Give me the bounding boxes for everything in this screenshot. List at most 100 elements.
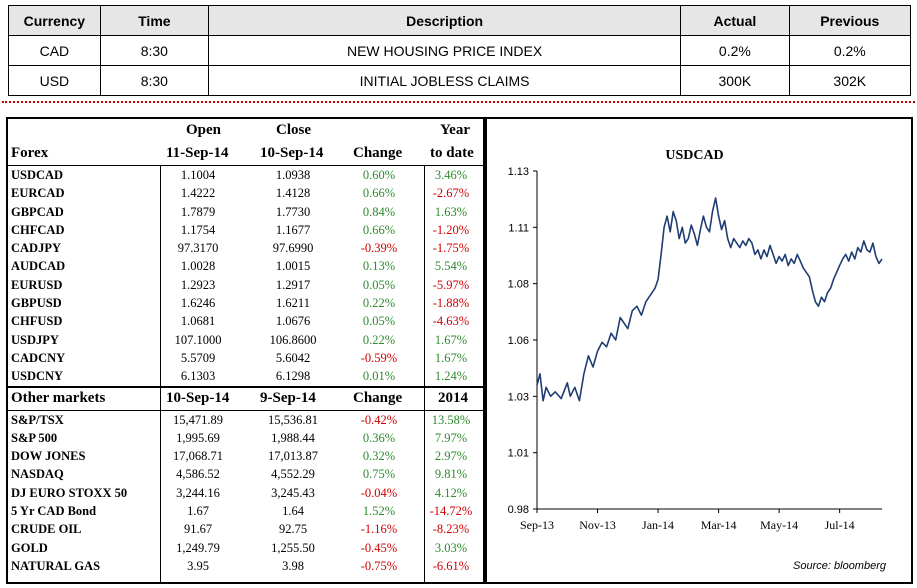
column-divider [424, 165, 425, 582]
value-cell: 1.1677 [275, 222, 311, 237]
other-markets-title: Other markets [11, 389, 106, 406]
header-description: Description [207, 5, 682, 36]
ytd-cell: 5.54% [434, 259, 468, 274]
instrument-name: CADCNY [11, 350, 66, 365]
header-previous: Previous [788, 5, 912, 36]
table-row: CHFCAD 1.1754 1.1677 0.66% -1.20% [8, 221, 483, 239]
other-markets-rows: S&P/TSX 15,471.89 15,536.81 -0.42% 13.58% S&P… [8, 411, 483, 576]
x-tick-label: Sep-13 [520, 518, 554, 532]
change-cell: 0.36% [362, 430, 396, 445]
y-tick-label: 1.11 [508, 222, 529, 234]
instrument-name: EURUSD [11, 277, 63, 292]
instrument-name: USDJPY [11, 332, 59, 347]
table-row: CHFUSD 1.0681 1.0676 0.05% -4.63% [8, 312, 483, 330]
instrument-name: NATURAL GAS [11, 558, 101, 573]
value-cell: 1.64 [282, 504, 304, 519]
currency-cell: USD [8, 65, 101, 96]
y-tick-label: 1.06 [508, 335, 529, 347]
instrument-name: USDCAD [11, 168, 64, 182]
ytd-cell: 9.81% [434, 467, 468, 482]
value-cell: 91.67 [183, 522, 213, 537]
value-cell: 15,471.89 [173, 412, 223, 427]
chart-title: USDCAD [665, 148, 723, 163]
value-cell: 1.7730 [275, 204, 311, 219]
ytd-cell: -8.23% [432, 522, 470, 537]
value-cell: 1.7879 [180, 204, 216, 219]
y-tick-label: 0.98 [508, 504, 529, 516]
value-cell: 1.2923 [180, 277, 216, 292]
ytd-cell: -14.72% [429, 504, 473, 519]
change-cell: -0.42% [360, 412, 398, 427]
value-cell: 106.8600 [269, 332, 317, 347]
table-row: USDJPY 107.1000 106.8600 0.22% 1.67% [8, 331, 483, 349]
actual-cell: 0.2% [680, 35, 790, 66]
value-cell: 5.5709 [180, 350, 216, 365]
currency-cell: CAD [8, 35, 101, 66]
table-row: CAD 8:30 NEW HOUSING PRICE INDEX 0.2% 0.… [8, 35, 912, 66]
table-row: USDCAD 1.1004 1.0938 0.60% 3.46% [8, 166, 483, 184]
instrument-name: S&P/TSX [11, 412, 64, 427]
value-cell: 15,536.81 [268, 412, 318, 427]
value-cell: 1,255.50 [271, 540, 315, 555]
ytd-sub-header: to date [430, 145, 474, 161]
change-header: Change [353, 389, 403, 406]
date1-header: 10-Sep-14 [166, 389, 230, 406]
value-cell: 3.98 [282, 558, 304, 573]
instrument-name: EURCAD [11, 186, 65, 201]
table-row: DOW JONES 17,068.71 17,013.87 0.32% 2.97% [8, 447, 483, 465]
change-cell: -0.04% [360, 485, 398, 500]
actual-cell: 300K [680, 65, 790, 96]
usdcad-line-chart: USDCAD 1.13 1.11 1.08 1.06 1.03 1.01 0.98 Sep-13… [508, 148, 887, 572]
change-cell: 0.22% [362, 332, 396, 347]
table-row: 5 Yr CAD Bond 1.67 1.64 1.52% -14.72% [8, 502, 483, 520]
change-cell: 0.01% [362, 369, 396, 384]
usdcad-series-line [536, 197, 883, 402]
description-cell: INITIAL JOBLESS CLAIMS [207, 65, 682, 96]
change-cell: 1.52% [362, 504, 396, 519]
change-cell: 0.05% [362, 277, 396, 292]
instrument-name: GBPCAD [11, 204, 64, 219]
other-markets-header: Other markets 10-Sep-14 9-Sep-14 Change … [8, 385, 483, 411]
table-row: CRUDE OIL 91.67 92.75 -1.16% -8.23% [8, 520, 483, 538]
header-actual: Actual [680, 5, 790, 36]
value-cell: 1.0676 [275, 314, 311, 329]
change-cell: 0.66% [362, 222, 396, 237]
previous-cell: 302K [788, 65, 912, 96]
value-cell: 17,013.87 [268, 449, 318, 464]
value-cell: 1.0938 [275, 168, 311, 182]
ytd-cell: -1.88% [432, 296, 470, 311]
value-cell: 1.1004 [180, 168, 216, 182]
dotted-divider [2, 101, 915, 103]
ytd-header: Year [440, 122, 470, 138]
forex-rows: USDCAD 1.1004 1.0938 0.60% 3.46% EURCAD 1.4222… [8, 166, 483, 386]
ytd-cell: 4.12% [434, 485, 468, 500]
value-cell: 3.95 [187, 558, 209, 573]
instrument-name: AUDCAD [11, 259, 66, 274]
time-cell: 8:30 [99, 35, 209, 66]
value-cell: 107.1000 [174, 332, 222, 347]
value-cell: 1.67 [187, 504, 209, 519]
instrument-name: DOW JONES [11, 449, 86, 464]
ytd-cell: 1.67% [434, 332, 468, 347]
change-cell: -1.16% [360, 522, 398, 537]
instrument-name: CRUDE OIL [11, 522, 82, 537]
ytd-cell: 3.46% [434, 168, 468, 182]
value-cell: 4,586.52 [176, 467, 220, 482]
table-row: EURCAD 1.4222 1.4128 0.66% -2.67% [8, 184, 483, 202]
table-row: USD 8:30 INITIAL JOBLESS CLAIMS 300K 302… [8, 65, 912, 96]
value-cell: 3,244.16 [176, 485, 220, 500]
instrument-name: NASDAQ [11, 467, 64, 482]
header-time: Time [99, 5, 209, 36]
ytd-cell: 1.63% [434, 204, 468, 219]
change-header: Change [353, 145, 403, 161]
change-cell: 0.22% [362, 296, 396, 311]
value-cell: 1,249.79 [176, 540, 220, 555]
table-row: CADJPY 97.3170 97.6990 -0.39% -1.75% [8, 239, 483, 257]
change-cell: -0.39% [360, 241, 398, 256]
chart-source: Source: bloomberg [793, 560, 887, 572]
column-divider [160, 165, 161, 582]
open-date-header: 11-Sep-14 [166, 145, 229, 161]
instrument-name: CADJPY [11, 241, 61, 256]
instrument-name: USDCNY [11, 369, 64, 384]
table-row: EURUSD 1.2923 1.2917 0.05% -5.97% [8, 276, 483, 294]
